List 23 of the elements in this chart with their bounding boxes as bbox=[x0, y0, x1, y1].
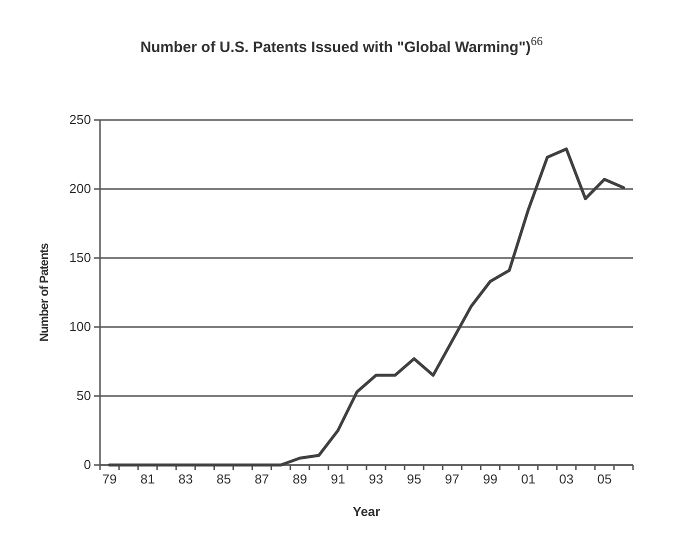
y-tick-label: 50 bbox=[76, 388, 91, 404]
x-tick-label: 93 bbox=[368, 472, 384, 487]
x-tick-label: 89 bbox=[292, 472, 308, 487]
x-axis-title: Year bbox=[352, 504, 380, 519]
x-tick-label: 87 bbox=[254, 472, 270, 487]
x-tick-label: 91 bbox=[330, 472, 346, 487]
x-tick-label: 83 bbox=[178, 472, 193, 487]
y-tick-label: 200 bbox=[69, 181, 91, 196]
x-tick-label: 85 bbox=[216, 472, 231, 487]
x-tick-label: 81 bbox=[140, 472, 155, 487]
x-tick-label: 79 bbox=[102, 472, 117, 487]
x-tick-label: 03 bbox=[559, 472, 574, 487]
x-tick-label: 01 bbox=[521, 472, 536, 487]
y-tick-label: 150 bbox=[69, 250, 91, 266]
y-tick-label: 250 bbox=[69, 112, 91, 128]
y-tick-label: 0 bbox=[84, 457, 91, 472]
x-tick-label: 05 bbox=[597, 472, 612, 487]
chart-title: Number of U.S. Patents Issued with "Global Warming")$^{66}$ bbox=[140, 34, 543, 56]
y-axis-title: Number of Patents bbox=[37, 242, 51, 342]
x-tick-label: 99 bbox=[483, 472, 498, 487]
x-tick-label: 97 bbox=[444, 472, 460, 487]
y-tick-label: 100 bbox=[69, 319, 91, 334]
x-tick-label: 95 bbox=[406, 472, 422, 487]
